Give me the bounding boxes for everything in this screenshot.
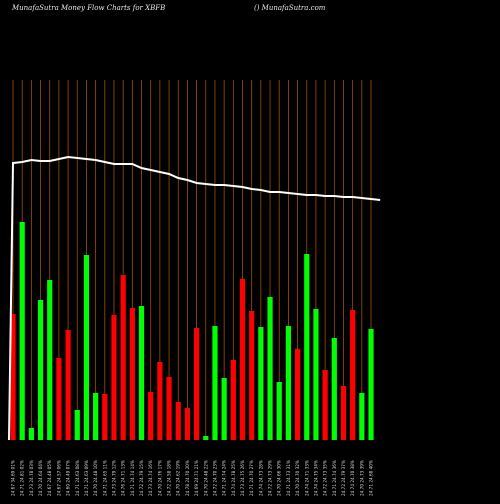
money-flow-bar [138, 306, 145, 440]
money-flow-bar [230, 360, 236, 440]
x-tick-label: 24.74 24.78 25% [231, 460, 236, 496]
site-credit: () MunafaSutra.com [254, 4, 326, 12]
x-tick-label: 24.70 24.48 10% [93, 460, 98, 496]
money-flow-bar [129, 308, 135, 440]
x-tick-label: 24.73 24.75 26% [240, 460, 245, 496]
money-flow-bar [294, 349, 301, 440]
money-flow-bar [203, 436, 209, 440]
money-flow-bar [221, 378, 227, 440]
money-flow-bar [285, 326, 291, 440]
x-tick-label: 24.71 24.74 14% [130, 460, 135, 496]
money-flow-bar [276, 382, 282, 440]
x-tick-label: 24.72 24.73 35% [323, 460, 328, 496]
x-tick-label: 24.78 24.70 20% [185, 460, 190, 496]
x-tick-label: 24.70 24.73 39% [359, 460, 364, 496]
money-flow-bar [331, 338, 337, 440]
money-flow-bar [194, 328, 200, 440]
money-flow-bar [239, 279, 246, 440]
x-tick-label: 24.70 24.66 30% [277, 460, 282, 496]
x-tick-label: 24.69 24.71 21% [194, 460, 199, 496]
x-tick-label: 24.76 24.71 13% [121, 460, 126, 496]
money-flow-bar [166, 377, 172, 440]
x-tick-label: 24.73 24.74 16% [148, 460, 153, 496]
x-tick-label: 24.71 24.74 36% [332, 460, 337, 496]
x-tick-label: 24.71 24.70 27% [249, 460, 254, 496]
money-flow-bar [83, 255, 90, 440]
money-flow-bar [175, 402, 181, 440]
x-tick-label: 24.70 24.48 22% [203, 460, 208, 496]
x-tick-label: 24.70 24.76 17% [157, 460, 162, 496]
money-flow-bar [157, 362, 163, 440]
x-tick-label: 24.71 24.74 24% [222, 460, 227, 496]
x-tick-label: 24.71 24.63 08% [75, 460, 80, 496]
price-line [8, 155, 381, 441]
money-flow-bar [10, 314, 16, 440]
x-tick-label: 24.60 24.49 07% [66, 460, 71, 496]
x-tick-label: 24.71 24.81 02% [20, 460, 25, 496]
money-flow-bar [120, 275, 126, 440]
money-flow-bar [322, 370, 328, 440]
x-tick-label: 24.71 24.68 40% [369, 460, 374, 496]
x-tick-label: 24.74 24.71 33% [304, 460, 309, 496]
money-flow-bar [184, 408, 191, 440]
money-flow-bar [249, 311, 255, 440]
money-flow-bar [304, 254, 310, 440]
x-tick-label: 24.70 24.64 04% [38, 460, 43, 496]
money-flow-bar [74, 410, 80, 440]
money-flow-bar [148, 392, 154, 440]
money-flow-bar [111, 315, 117, 440]
x-tick-label: 24.74 24.73 28% [258, 460, 263, 496]
x-tick-label: 24.73 24.78 03% [29, 460, 34, 496]
x-tick-label: 24.70 24.70 32% [295, 460, 300, 496]
money-flow-bar [368, 329, 374, 440]
money-flow-bar [37, 300, 44, 440]
x-tick-label: 24.70 24.62 19% [176, 460, 181, 496]
x-tick-label: 24.71 24.65 11% [102, 460, 107, 496]
money-flow-bar [350, 310, 356, 440]
money-flow-bar [258, 327, 264, 440]
money-flow-bar [65, 330, 71, 440]
chart-title: MunafaSutra Money Flow Charts for XBFB [12, 4, 166, 12]
x-tick-label: 24.74 24.75 34% [313, 460, 318, 496]
money-flow-bar [102, 394, 108, 440]
x-tick-label: 24.72 24.70 23% [212, 460, 217, 496]
money-flow-bar [313, 309, 319, 440]
money-flow-bar [56, 358, 62, 440]
money-flow-bar [340, 386, 347, 440]
money-flow-bar [359, 393, 365, 440]
x-tick-label: 24.67 24.57 06% [56, 460, 61, 496]
money-flow-bar [19, 222, 25, 440]
x-tick-label: 24.72 24.79 37% [341, 460, 346, 496]
money-flow-bar [93, 393, 99, 440]
x-tick-label: 24.67 34.69 01% [11, 460, 16, 496]
x-tick-label: 24.72 24.79 15% [139, 460, 144, 496]
x-tick-label: 24.72 24.73 29% [268, 460, 273, 496]
x-tick-label: 24.71 24.73 31% [286, 460, 291, 496]
x-tick-label: 24.73 24.79 12% [111, 460, 116, 496]
money-flow-bar [47, 280, 53, 440]
x-tick-label: 24.72 24.58 18% [167, 460, 172, 496]
x-tick-label: 24.67 24.48 05% [47, 460, 52, 496]
x-tick-label: 24.74 24.70 38% [350, 460, 355, 496]
money-flow-bar [212, 326, 218, 440]
money-flow-bar [28, 428, 34, 440]
money-flow-bar [267, 297, 273, 440]
x-tick-label: 24.71 24.63 09% [84, 460, 89, 496]
